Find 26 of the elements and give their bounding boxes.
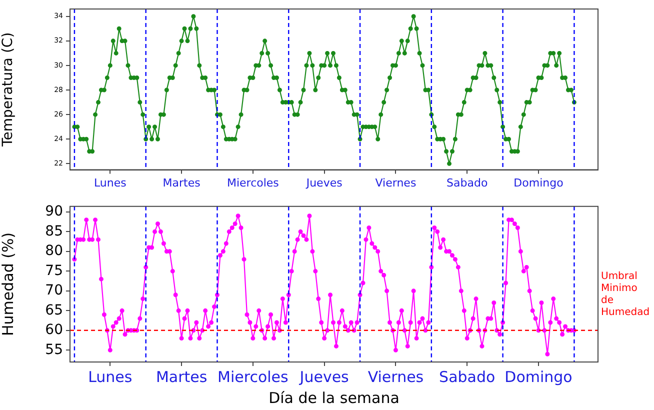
y-tick-label: 70	[45, 282, 63, 299]
y-axis-title: Temperatura (C)	[0, 32, 16, 148]
x-tick-label: Viernes	[375, 176, 416, 190]
y-tick-label: 55	[45, 342, 63, 358]
x-tick-label: Martes	[156, 368, 208, 386]
x-tick-label: Lunes	[88, 368, 132, 386]
y-tick-label: 85	[45, 223, 63, 240]
x-tick-label: Martes	[162, 176, 201, 190]
y-tick-label: 80	[45, 243, 63, 260]
y-tick-label: 65	[45, 302, 63, 318]
x-tick-label: Miercoles	[218, 368, 289, 386]
y-tick-label: 60	[45, 322, 63, 338]
x-tick-label: Domingo	[504, 368, 572, 386]
x-tick-label: Sabado	[439, 368, 496, 386]
x-axis-title: Día de la semana	[268, 388, 400, 407]
y-tick-label: 90	[45, 204, 63, 220]
y-tick-label: 75	[45, 262, 63, 279]
x-tick-label: Lunes	[94, 176, 127, 190]
x-tick-label: Jueves	[305, 176, 343, 190]
x-tick-label: Sabado	[446, 176, 488, 190]
y-axis-title: Humedad (%)	[0, 232, 17, 336]
x-tick-label: Miercoles	[226, 176, 280, 190]
x-tick-label: Viernes	[368, 368, 424, 386]
ref-line-label: Umbral Minimo de Humedad	[601, 271, 650, 318]
x-tick-label: Jueves	[298, 368, 350, 386]
x-tick-label: Domingo	[514, 176, 564, 190]
